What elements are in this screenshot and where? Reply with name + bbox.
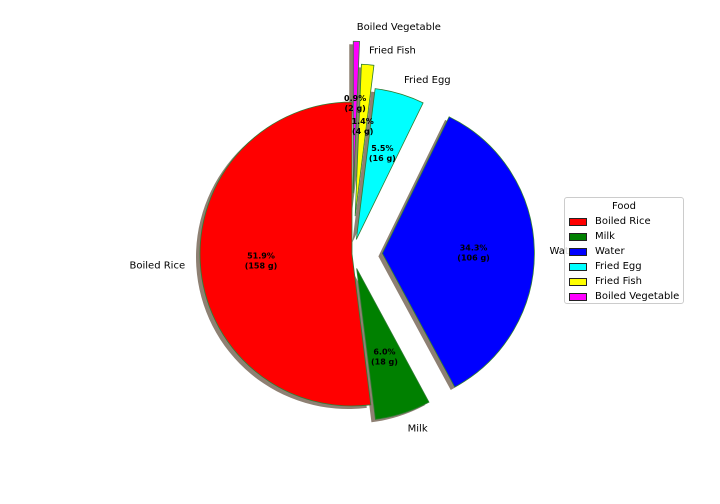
slice-amount-label: (18 g) (371, 357, 398, 366)
slice-amount-label: (2 g) (344, 104, 365, 113)
legend-item: Water (565, 244, 683, 259)
pie-slice-fried-fish (354, 63, 375, 217)
pie-slice-milk (356, 268, 430, 420)
slice-amount-label: (4 g) (352, 127, 373, 136)
slice-percent-label: 0.9% (344, 94, 366, 103)
slice-name-label: Fried Fish (369, 46, 416, 57)
slice-amount-label: (106 g) (457, 253, 490, 262)
pie-slice-fried-egg (355, 88, 424, 240)
slice-name-label: Fried Egg (404, 75, 451, 86)
legend-swatch (569, 232, 587, 241)
slice-percent-label: 6.0% (373, 347, 395, 356)
legend-swatch (569, 247, 587, 256)
legend-item: Fried Fish (565, 274, 683, 289)
legend-item: Milk (565, 229, 683, 244)
pie-slices (199, 40, 535, 420)
slice-percent-label: 34.3% (460, 243, 488, 252)
legend-item: Boiled Rice (565, 214, 683, 229)
slice-amount-label: (16 g) (369, 154, 396, 163)
legend-label: Fried Egg (595, 261, 642, 272)
slice-name-label: Boiled Rice (130, 260, 186, 271)
legend-swatch (569, 262, 587, 271)
slice-percent-label: 1.4% (352, 117, 374, 126)
slice-percent-label: 51.9% (247, 252, 275, 261)
pie-slice-boiled-rice (199, 101, 372, 407)
legend-item: Boiled Vegetable (565, 289, 683, 304)
slice-percent-label: 5.5% (371, 144, 393, 153)
legend-label: Water (595, 246, 625, 257)
pie-slice-water (381, 116, 535, 388)
legend-title: Food (612, 201, 636, 212)
legend-label: Fried Fish (595, 276, 642, 287)
pie-slice-boiled-vegetable (352, 40, 360, 194)
legend-item: Fried Egg (565, 259, 683, 274)
legend-label: Milk (595, 231, 615, 242)
legend-items: Boiled Rice Milk Water Fried Egg Fried Fish B… (565, 214, 683, 304)
slice-name-label: Boiled Vegetable (357, 22, 441, 33)
slice-amount-label: (158 g) (245, 262, 278, 271)
legend: Food Boiled Rice Milk Water Fried Egg Fried … (564, 197, 684, 304)
legend-swatch (569, 292, 587, 301)
legend-label: Boiled Rice (595, 216, 651, 227)
slice-name-label: Milk (408, 424, 428, 435)
legend-label: Boiled Vegetable (595, 291, 680, 302)
legend-swatch (569, 217, 587, 226)
legend-swatch (569, 277, 587, 286)
